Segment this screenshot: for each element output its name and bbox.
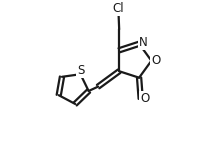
Text: O: O [140,92,149,105]
Text: N: N [139,36,148,50]
Text: O: O [151,54,160,67]
Text: Cl: Cl [113,2,124,15]
Text: S: S [77,64,84,77]
